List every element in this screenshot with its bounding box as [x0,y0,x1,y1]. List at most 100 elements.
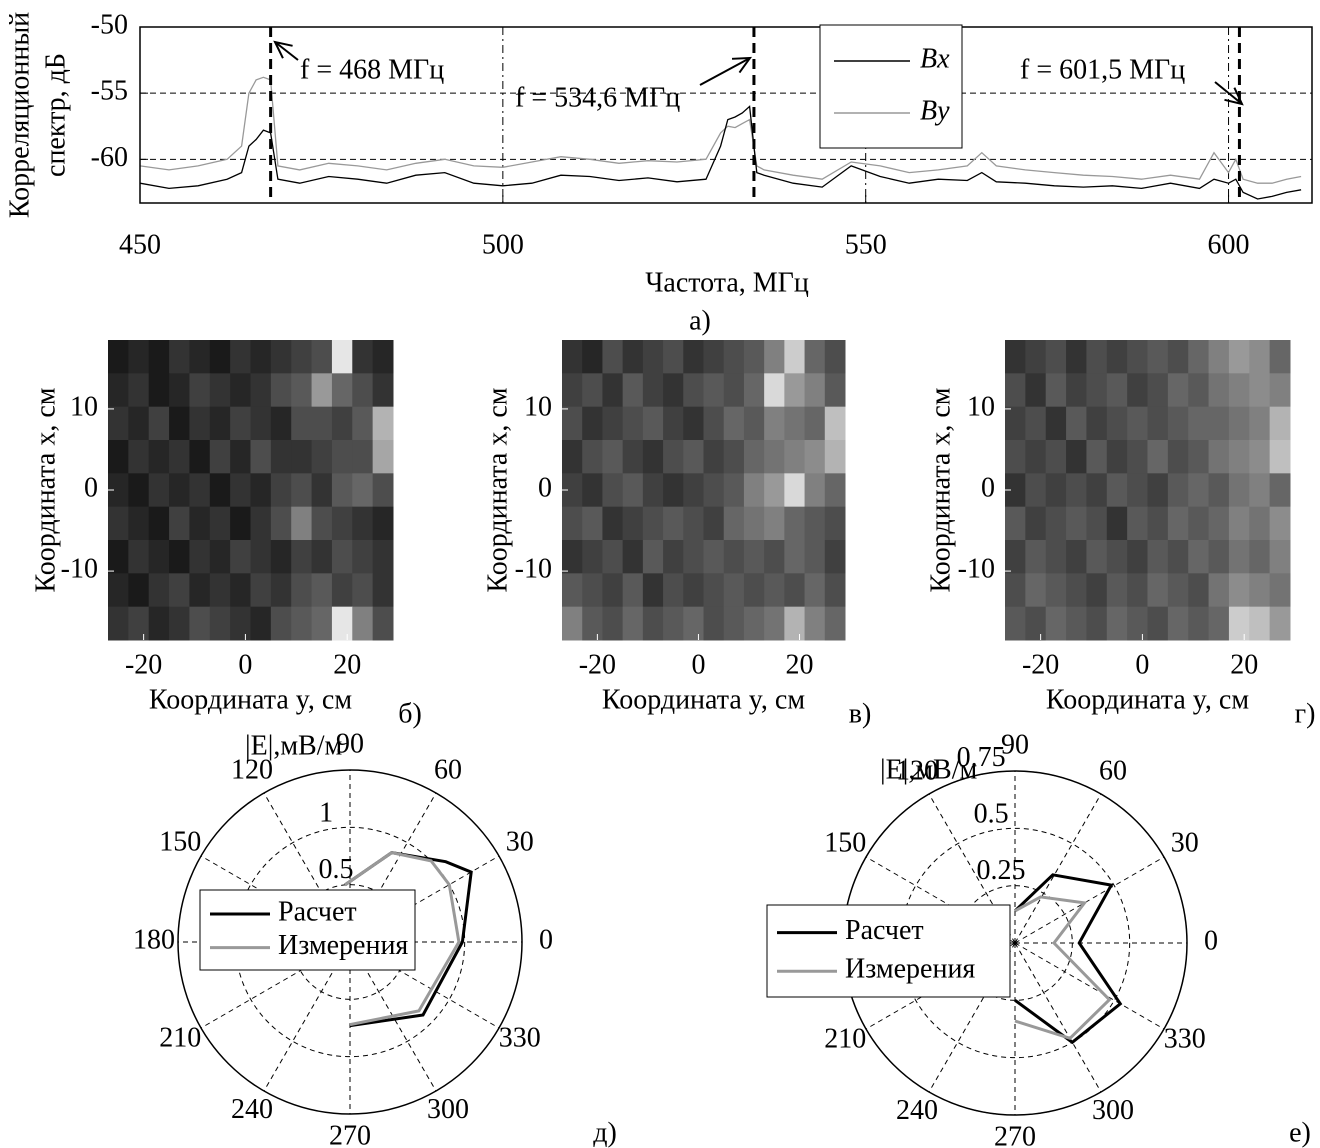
heatmap-cell [108,440,129,474]
heatmap-cell [1208,340,1230,374]
heatmap-cell [169,340,190,374]
heatmap-cell [209,540,231,574]
heatmap-cell [804,506,826,541]
heatmap-cell [311,373,333,408]
panel-label: в) [849,698,872,729]
heatmap-cell [1249,373,1271,408]
heatmap-cell [189,440,211,474]
heatmap-cell [270,406,292,441]
heatmap-cell [703,506,725,541]
heatmap-cell [1188,473,1210,508]
heatmap-cell [230,506,251,541]
heatmap-cell [703,606,725,641]
heatmap-cell [1269,606,1291,641]
heatmap-cell [824,540,846,574]
heatmap-cell [1208,440,1230,474]
heatmap-cell [642,606,664,641]
legend [766,904,1011,998]
heatmap-cell [582,606,603,641]
theta-tick-label: 150 [824,827,866,858]
heatmap-cell [108,340,129,374]
heatmap-cell [723,440,745,474]
heatmap-cell [683,540,704,574]
heatmap-cell [1208,573,1230,608]
spectrum-line [139,76,1302,184]
heatmap-cell [1045,473,1067,508]
heatmap-cell [1228,540,1250,574]
heatmap-cell [311,573,333,608]
heatmap-cell [291,373,313,408]
theta-tick-label: 90 [336,728,364,759]
heatmap-cell [1269,373,1291,408]
x-tick-label: 0 [1135,649,1149,680]
heatmap-cell [582,373,603,408]
heatmap-cell [622,606,644,641]
heatmap-cell [562,573,583,608]
heatmap-cell [128,440,150,474]
heatmap-cell [1249,573,1271,608]
heatmap-cell [764,473,785,508]
heatmap-cell [1249,406,1271,441]
heatmap-cell [1025,573,1047,608]
theta-tick-label: 210 [159,1022,201,1053]
heatmap-cell [1167,406,1189,441]
heatmap-cell [372,340,394,374]
heatmap-cell [148,573,170,608]
heatmap-cell [703,573,725,608]
heatmap-cell [311,473,333,508]
heatmap-cell [582,406,603,441]
arrow-head [273,40,293,59]
y-axis-label: Координата x, см [925,387,956,592]
heatmap-cell [1167,506,1189,541]
heatmap-cell [189,573,211,608]
heatmap-cell [1005,606,1026,641]
heatmap-cell [703,406,725,441]
heatmap-cell [1208,606,1230,641]
annotation-arrow [1214,81,1243,105]
heatmap-cell [1066,473,1087,508]
heatmap-cell [804,473,826,508]
x-tick-label: -20 [579,649,616,680]
theta-tick-label: 300 [427,1094,469,1125]
theta-tick-label: 150 [159,826,201,857]
heatmap-cell [189,540,211,574]
heatmap-cell [270,373,292,408]
heatmap-cell [189,373,211,408]
theta-tick-label: 60 [434,755,462,786]
polar-spoke [1014,856,1165,944]
heatmap-cell [291,440,313,474]
heatmap-cell [562,406,583,441]
heatmap-cell [352,606,374,641]
heatmap-cell [1228,373,1250,408]
heatmap-cell [764,606,785,641]
theta-tick-label: 180 [133,924,175,955]
heatmap-cell [663,340,684,374]
heatmap-cell [723,506,745,541]
heatmap-cell [270,340,292,374]
heatmap-cell [784,473,806,508]
heatmap-cell [784,573,806,608]
polar-line [1013,873,1123,1045]
heatmap-cell [189,506,211,541]
y-tick-label: -55 [91,76,128,107]
polar-line [344,850,461,1027]
theta-tick-label: 240 [231,1094,273,1125]
annotation: f = 468 МГц [300,54,444,85]
heatmap-cell [622,506,644,541]
x-tick-label: 0 [238,649,252,680]
polar-grid-ring [899,827,1131,1059]
heatmap-cell [352,406,374,441]
y-tick-label: -10 [958,554,995,585]
heatmap-cell [683,373,704,408]
heatmap-cell [683,340,704,374]
heatmap-cell [372,406,394,441]
r-tick-label: 0.25 [977,855,1026,886]
theta-tick-label: 0 [539,924,553,955]
theta-tick-label: 330 [499,1022,541,1053]
heatmap-cell [1005,473,1026,508]
theta-tick-label: 90 [1001,729,1029,760]
heatmap-cell [683,573,704,608]
heatmap-cell [824,606,846,641]
heatmap-cell [804,440,826,474]
heatmap-cell [764,440,785,474]
